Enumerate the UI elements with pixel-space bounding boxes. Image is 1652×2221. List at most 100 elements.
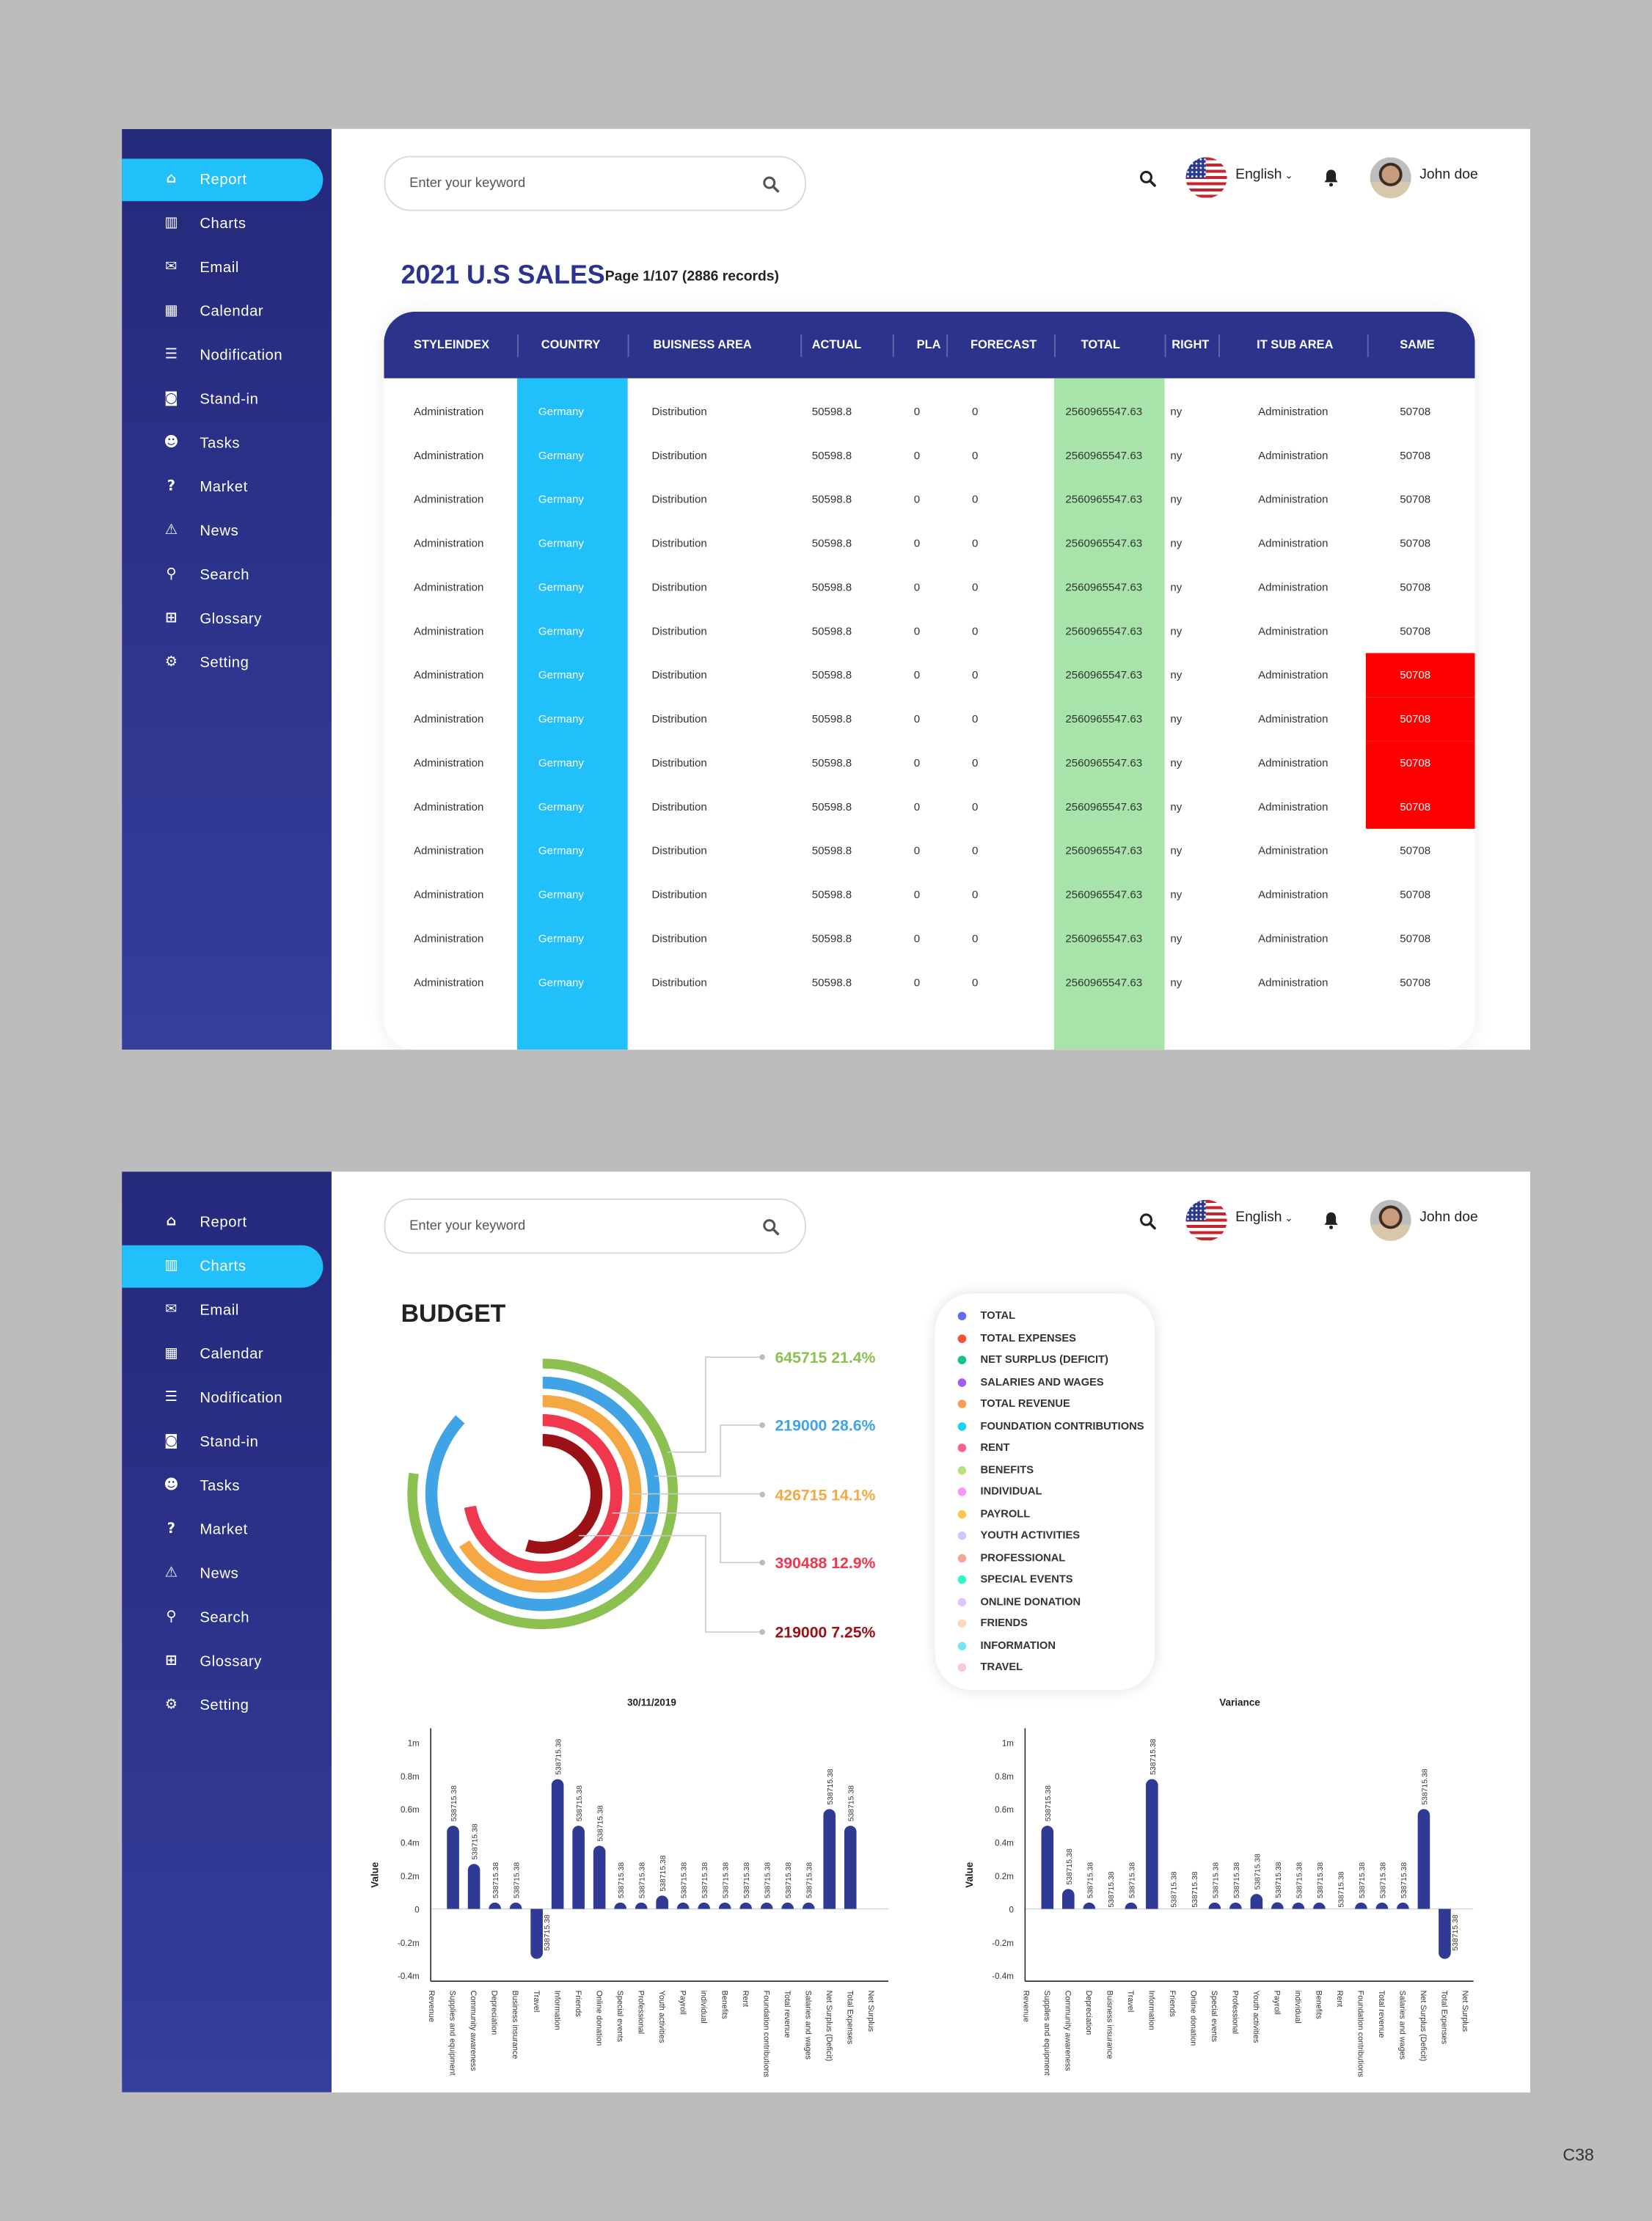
cell-forecast: 0 — [971, 536, 979, 549]
cell-right: ny — [1170, 800, 1183, 813]
column-header-pla[interactable]: PLA — [916, 337, 941, 351]
table-row[interactable]: Administration Germany Distribution 50598.8… — [384, 389, 1474, 433]
table-row[interactable]: Administration Germany Distribution 50598.8… — [384, 696, 1474, 740]
sidebar-item-report[interactable]: ⌂ Report — [122, 158, 324, 202]
column-header-it-sub-area[interactable]: IT SUB AREA — [1257, 337, 1334, 351]
bar-data-label: 538715.38 — [1295, 1862, 1304, 1898]
radial-bar-data-label: 219000 28.6% — [775, 1417, 875, 1435]
us-flag-icon[interactable] — [1185, 1199, 1227, 1241]
bar — [551, 1779, 564, 1909]
cell-right: ny — [1170, 844, 1183, 857]
table-row[interactable]: Administration Germany Distribution 50598.8… — [384, 652, 1474, 696]
sidebar-item-report[interactable]: ⌂ Report — [122, 1201, 323, 1244]
warning-icon: ⚠ — [164, 522, 178, 538]
column-header-buisness-area[interactable]: BUISNESS AREA — [653, 337, 752, 351]
cell-styleindex: Administration — [413, 711, 484, 725]
legend-label: FOUNDATION CONTRIBUTIONS — [980, 1419, 1144, 1432]
radial-bar-arc — [425, 1376, 660, 1611]
x-tick-label: Depreciation — [490, 1991, 499, 2035]
user-name[interactable]: John doe — [1419, 1210, 1478, 1226]
column-header-country[interactable]: COUNTRY — [541, 337, 601, 351]
column-header-styleindex[interactable]: STYLEINDEX — [413, 337, 490, 351]
sidebar-item-market[interactable]: ? Market — [122, 466, 323, 508]
table-row[interactable]: Administration Germany Distribution 50598.8… — [384, 477, 1474, 521]
cell-right: ny — [1170, 931, 1183, 945]
search-icon[interactable] — [762, 1217, 780, 1235]
sidebar-item-charts[interactable]: ▥ Charts — [122, 202, 323, 245]
sidebar-item-news[interactable]: ⚠ News — [122, 510, 323, 552]
bell-icon[interactable] — [1323, 1211, 1339, 1229]
sidebar-item-nodification[interactable]: ☰ Nodification — [122, 1377, 323, 1419]
table-row[interactable]: Administration Germany Distribution 50598.8… — [384, 916, 1474, 960]
x-tick-label: Payroll — [1273, 1991, 1282, 2015]
search-icon[interactable] — [1139, 1211, 1156, 1230]
sidebar-item-stand-in[interactable]: ◙ Stand-in — [122, 378, 323, 421]
language-selector[interactable]: English ⌄ — [1235, 167, 1293, 183]
sidebar-item-calendar[interactable]: ▦ Calendar — [122, 1333, 323, 1375]
table-row[interactable]: Administration Germany Distribution 50598.8… — [384, 872, 1474, 916]
table-row[interactable]: Administration Germany Distribution 50598.8… — [384, 565, 1474, 609]
sidebar-item-calendar[interactable]: ▦ Calendar — [122, 290, 323, 333]
cell-country: Germany — [538, 975, 584, 989]
column-header-forecast[interactable]: FORECAST — [971, 337, 1037, 351]
sidebar-item-nodification[interactable]: ☰ Nodification — [122, 334, 323, 377]
sidebar-item-search[interactable]: ⚲ Search — [122, 554, 323, 596]
column-header-total[interactable]: TOTAL — [1081, 337, 1120, 351]
cell-forecast: 0 — [971, 800, 979, 813]
sidebar-item-email[interactable]: ✉ Email — [122, 1289, 323, 1332]
sidebar-item-glossary[interactable]: ⊞ Glossary — [122, 598, 323, 640]
sidebar-item-setting[interactable]: ⚙ Setting — [122, 642, 323, 684]
sidebar-item-market[interactable]: ? Market — [122, 1509, 323, 1551]
sidebar-item-setting[interactable]: ⚙ Setting — [122, 1684, 323, 1727]
table-row[interactable]: Administration Germany Distribution 50598.8… — [384, 740, 1474, 784]
list-icon: ☰ — [164, 1389, 178, 1405]
table-row[interactable]: Administration Germany Distribution 50598.8… — [384, 828, 1474, 872]
sidebar-item-tasks[interactable]: ☻ Tasks — [122, 422, 323, 465]
x-tick-label: Salaries and wages — [803, 1991, 812, 2060]
cell-styleindex: Administration — [413, 579, 484, 593]
sidebar-item-search[interactable]: ⚲ Search — [122, 1597, 323, 1639]
bar-data-label: 538715.38 — [472, 1823, 480, 1859]
sidebar-item-label: Report — [200, 1214, 247, 1232]
sidebar-item-glossary[interactable]: ⊞ Glossary — [122, 1641, 323, 1683]
bar — [1292, 1902, 1305, 1909]
sidebar-item-charts[interactable]: ▥ Charts — [122, 1245, 324, 1288]
bell-icon[interactable] — [1323, 169, 1339, 187]
sidebar-item-stand-in[interactable]: ◙ Stand-in — [122, 1421, 323, 1463]
table-row[interactable]: Administration Germany Distribution 50598.8… — [384, 960, 1474, 1004]
avatar[interactable] — [1370, 157, 1411, 199]
search-input[interactable]: Enter your keyword — [384, 1198, 806, 1254]
sidebar-item-news[interactable]: ⚠ News — [122, 1553, 323, 1595]
cell-forecast: 0 — [971, 888, 979, 901]
bar — [676, 1902, 690, 1909]
sidebar-item-tasks[interactable]: ☻ Tasks — [122, 1465, 323, 1507]
search-icon[interactable] — [762, 175, 780, 193]
y-tick-label: -0.4m — [398, 1972, 420, 1981]
sidebar-item-label: Glossary — [200, 1653, 262, 1671]
cell-total: 2560965547.63 — [1065, 975, 1143, 989]
cell-total: 2560965547.63 — [1065, 667, 1143, 681]
search-input[interactable]: Enter your keyword — [384, 155, 806, 211]
avatar[interactable] — [1370, 1199, 1411, 1241]
cell-styleindex: Administration — [413, 448, 484, 461]
cell-styleindex: Administration — [413, 404, 484, 417]
legend-label: INFORMATION — [980, 1638, 1056, 1652]
legend-dot-icon — [957, 1663, 967, 1672]
table-row[interactable]: Administration Germany Distribution 50598.8… — [384, 433, 1474, 477]
table-row[interactable]: Administration Germany Distribution 50598.8… — [384, 609, 1474, 653]
sidebar-item-email[interactable]: ✉ Email — [122, 246, 323, 289]
user-name[interactable]: John doe — [1419, 167, 1478, 183]
column-header-actual[interactable]: ACTUAL — [811, 337, 862, 351]
sidebar: ⌂ Report ▥ Charts ✉ Email ▦ Calendar ☰ Nodificati… — [122, 1171, 332, 2093]
y-tick-label: 0.8m — [995, 1773, 1014, 1782]
cell-country: Germany — [538, 404, 584, 417]
table-row[interactable]: Administration Germany Distribution 50598.8… — [384, 784, 1474, 828]
cell-same: 50708 — [1400, 711, 1431, 725]
column-header-right[interactable]: RIGHT — [1172, 337, 1210, 351]
language-selector[interactable]: English ⌄ — [1235, 1210, 1293, 1225]
us-flag-icon[interactable] — [1185, 157, 1227, 199]
table-row[interactable]: Administration Germany Distribution 50598.8… — [384, 521, 1474, 565]
column-header-same[interactable]: SAME — [1400, 337, 1435, 351]
search-icon[interactable] — [1139, 169, 1156, 187]
cell-pla: 0 — [913, 800, 921, 813]
